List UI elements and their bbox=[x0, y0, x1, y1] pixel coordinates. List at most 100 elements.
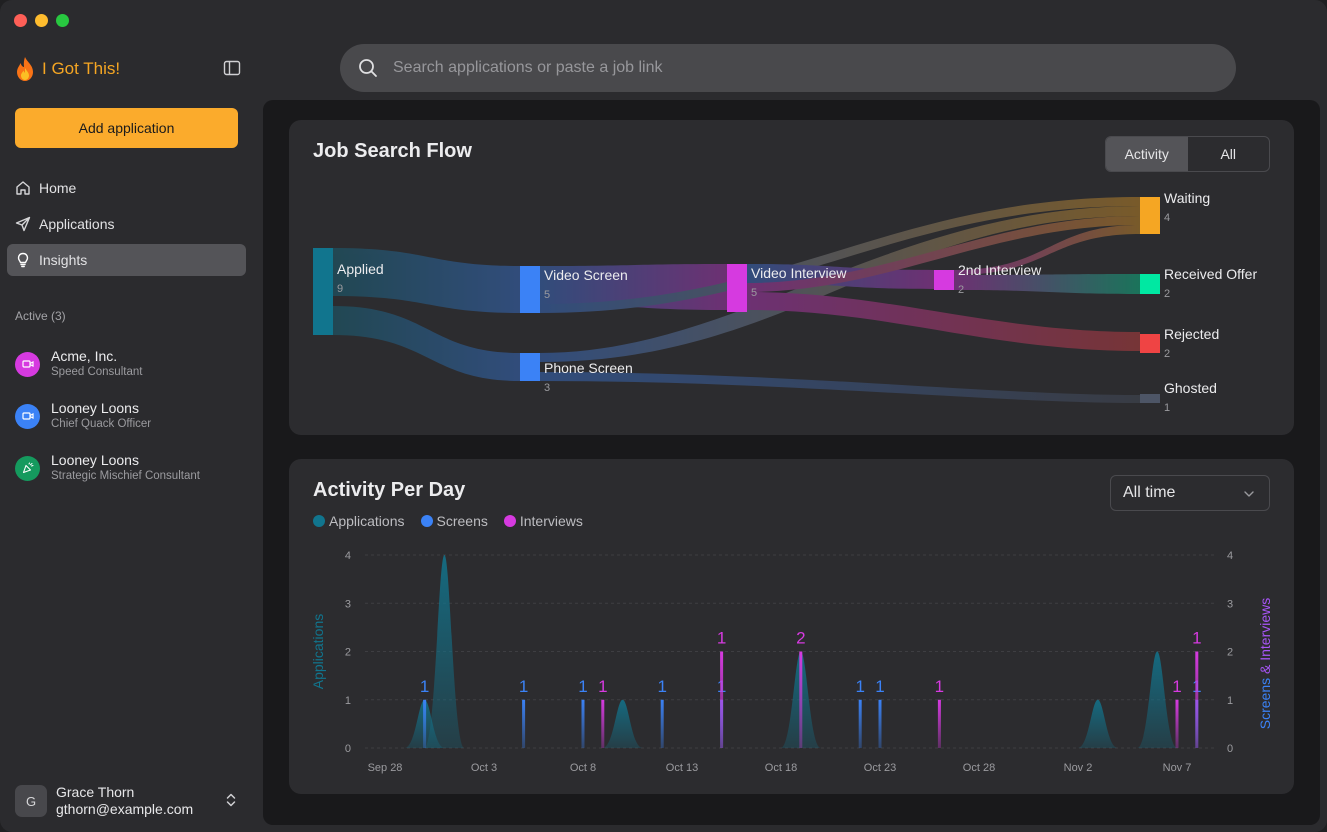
flow-node-bar bbox=[520, 353, 540, 381]
party-icon bbox=[15, 455, 40, 481]
interview-bar[interactable] bbox=[1175, 699, 1179, 748]
screen-data-label: 1 bbox=[855, 677, 864, 696]
x-tick: Sep 28 bbox=[368, 762, 403, 774]
flow-node-label: 2nd Interview bbox=[958, 262, 1042, 278]
flow-node-bar bbox=[1140, 274, 1160, 294]
flow-node-count: 9 bbox=[337, 283, 343, 295]
flow-node-ghosted[interactable]: Ghosted 1 bbox=[1140, 380, 1217, 414]
time-range-select[interactable]: All time bbox=[1110, 475, 1270, 511]
application-peak[interactable] bbox=[602, 699, 643, 748]
activity-title: Activity Per Day bbox=[313, 479, 466, 501]
y-tick-left: 2 bbox=[345, 647, 351, 659]
x-tick: Oct 23 bbox=[864, 762, 896, 774]
brand: I Got This! bbox=[14, 56, 120, 82]
application-peak[interactable] bbox=[1137, 651, 1178, 749]
list-item[interactable]: Looney Loons Chief Quack Officer bbox=[15, 390, 255, 442]
company-name: Acme, Inc. bbox=[51, 348, 118, 364]
screen-interview-bars: 11111111112111 bbox=[420, 629, 1202, 749]
interview-bar[interactable] bbox=[720, 651, 724, 749]
flow-node-received-offer[interactable]: Received Offer 2 bbox=[1140, 266, 1257, 300]
flow-node-video-interview[interactable]: Video Interview 5 bbox=[727, 264, 847, 312]
job-role: Strategic Mischief Consultant bbox=[51, 470, 200, 482]
flow-node-bar bbox=[727, 264, 747, 312]
nav-item-applications[interactable]: Applications bbox=[7, 208, 246, 240]
flow-node-count: 5 bbox=[751, 287, 757, 299]
search-input[interactable] bbox=[393, 59, 1173, 77]
flow-node-count: 2 bbox=[1164, 288, 1170, 300]
user-email: gthorn@example.com bbox=[56, 801, 194, 817]
interview-data-label: 2 bbox=[796, 629, 805, 648]
flow-node-bar bbox=[1140, 197, 1160, 234]
screen-bar[interactable] bbox=[660, 699, 664, 748]
list-item[interactable]: Looney Loons Strategic Mischief Consulta… bbox=[15, 442, 255, 494]
legend-item-applications: Applications bbox=[313, 513, 405, 529]
interview-bar[interactable] bbox=[799, 651, 803, 749]
flow-node-count: 3 bbox=[544, 382, 550, 394]
flow-node-label: Video Screen bbox=[544, 267, 628, 283]
flow-node-bar bbox=[934, 270, 954, 290]
x-tick: Oct 8 bbox=[570, 762, 596, 774]
y-tick-left: 4 bbox=[345, 550, 351, 562]
sidebar: I Got This! Add application Home Applica… bbox=[0, 0, 262, 832]
minimize-window-button[interactable] bbox=[35, 14, 48, 27]
flow-node-count: 1 bbox=[1164, 402, 1170, 414]
screen-data-label: 1 bbox=[578, 677, 587, 696]
maximize-window-button[interactable] bbox=[56, 14, 69, 27]
screen-bar[interactable] bbox=[581, 699, 585, 748]
interview-bar[interactable] bbox=[601, 699, 605, 748]
flow-node-second-interview[interactable]: 2nd Interview 2 bbox=[934, 262, 1042, 296]
flow-node-label: Waiting bbox=[1164, 190, 1210, 206]
screen-bar[interactable] bbox=[423, 699, 427, 748]
interview-bar[interactable] bbox=[937, 699, 941, 748]
flow-link bbox=[954, 225, 1140, 275]
flame-icon bbox=[17, 57, 33, 81]
y-tick-left: 3 bbox=[345, 598, 351, 610]
legend-item-screens: Screens bbox=[420, 513, 488, 529]
list-item[interactable]: Acme, Inc. Speed Consultant bbox=[15, 338, 255, 390]
toggle-activity[interactable]: Activity bbox=[1106, 137, 1188, 171]
chart-legend: Applications Screens Interviews bbox=[313, 513, 583, 529]
flow-link bbox=[540, 197, 1140, 313]
application-peak[interactable] bbox=[424, 555, 465, 748]
legend-label: Applications bbox=[329, 513, 405, 529]
flow-node-waiting[interactable]: Waiting 4 bbox=[1140, 190, 1210, 234]
flow-node-applied[interactable]: Applied 9 bbox=[313, 248, 384, 335]
user-menu[interactable]: G Grace Thorn gthorn@example.com bbox=[15, 784, 245, 818]
flow-node-video-screen[interactable]: Video Screen 5 bbox=[520, 266, 628, 313]
nav-item-home[interactable]: Home bbox=[7, 172, 246, 204]
add-application-button[interactable]: Add application bbox=[15, 108, 238, 148]
flow-node-rejected[interactable]: Rejected 2 bbox=[1140, 326, 1219, 360]
y-axis-label-right: Screens & Interviews bbox=[1257, 598, 1273, 730]
application-peak[interactable] bbox=[1077, 699, 1118, 748]
search-bar[interactable] bbox=[340, 44, 1236, 92]
flow-node-label: Video Interview bbox=[751, 265, 847, 281]
screen-bar[interactable] bbox=[858, 699, 862, 748]
flow-link bbox=[747, 292, 1140, 351]
legend-item-interviews: Interviews bbox=[503, 513, 583, 529]
screen-bar[interactable] bbox=[878, 699, 882, 748]
nav-item-insights[interactable]: Insights bbox=[7, 244, 246, 276]
close-window-button[interactable] bbox=[14, 14, 27, 27]
active-application-list: Acme, Inc. Speed Consultant Looney Loons… bbox=[15, 338, 255, 494]
y-tick-right: 4 bbox=[1227, 550, 1233, 562]
legend-swatch bbox=[420, 515, 433, 527]
toggle-all[interactable]: All bbox=[1220, 146, 1237, 162]
app-name: I Got This! bbox=[42, 59, 121, 78]
y-tick-left: 0 bbox=[345, 743, 351, 755]
flow-node-label: Applied bbox=[337, 261, 384, 277]
sidebar-toggle-icon[interactable] bbox=[223, 60, 241, 76]
screen-bar[interactable] bbox=[522, 699, 526, 748]
flow-node-label: Phone Screen bbox=[544, 360, 633, 376]
flow-node-phone-screen[interactable]: Phone Screen 3 bbox=[520, 353, 633, 394]
legend-swatch bbox=[313, 515, 325, 527]
company-name: Looney Loons bbox=[51, 400, 139, 416]
flow-link bbox=[333, 248, 520, 313]
avatar: G bbox=[15, 785, 47, 817]
flow-link bbox=[540, 372, 1140, 403]
chart-grid bbox=[365, 554, 1217, 749]
time-range-value: All time bbox=[1123, 484, 1176, 501]
interview-bar[interactable] bbox=[1195, 651, 1199, 749]
flow-title: Job Search Flow bbox=[313, 140, 472, 162]
